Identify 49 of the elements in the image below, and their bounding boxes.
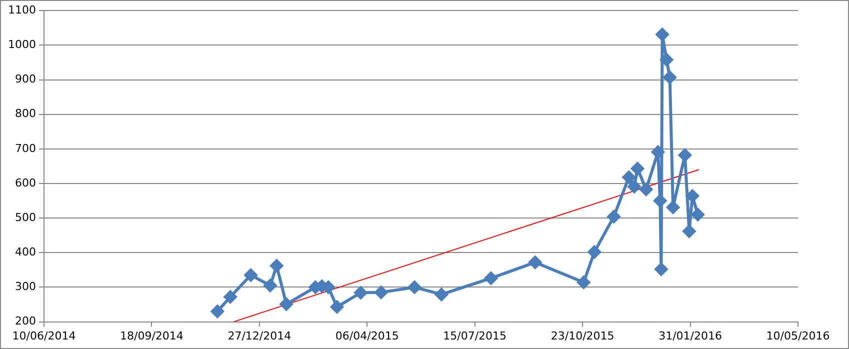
y-tick-label: 600 [14, 176, 36, 190]
point [654, 194, 667, 208]
point [588, 245, 601, 258]
y-tick-label: 200 [14, 314, 36, 328]
point [640, 182, 653, 196]
x-tick-label: 06/04/2015 [335, 329, 399, 342]
point [484, 272, 498, 285]
x-tick-label: 10/06/2014 [12, 329, 76, 342]
point [656, 28, 669, 41]
y-tick-label: 1100 [8, 3, 36, 16]
point [528, 256, 542, 269]
y-tick-label: 800 [14, 107, 36, 120]
point [660, 53, 674, 66]
point [654, 262, 668, 276]
point [663, 70, 676, 84]
point [666, 200, 680, 214]
x-tick-label: 23/10/2015 [550, 329, 614, 342]
point [264, 278, 277, 292]
point [691, 208, 704, 222]
point [224, 290, 237, 304]
x-tick-label: 18/09/2014 [120, 329, 184, 342]
point [280, 298, 293, 311]
point [270, 259, 284, 272]
point [682, 224, 696, 238]
x-tick-label: 10/05/2016 [766, 329, 830, 342]
point [210, 304, 224, 318]
point [330, 300, 344, 314]
point [374, 286, 388, 299]
x-tick-label: 31/01/2016 [658, 329, 722, 342]
y-tick-label: 700 [14, 142, 36, 155]
point [354, 286, 368, 300]
point [607, 210, 620, 224]
point [678, 148, 692, 162]
point [408, 280, 422, 294]
point [631, 162, 644, 176]
point [622, 170, 636, 184]
point [651, 146, 664, 159]
x-tick-label: 15/07/2015 [443, 329, 507, 342]
point [434, 288, 448, 301]
point [686, 189, 699, 202]
x-tick-label: 27/12/2014 [228, 329, 292, 342]
y-tick-label: 300 [14, 280, 36, 294]
y-tick-label: 500 [14, 210, 36, 224]
point [628, 180, 641, 194]
y-tick-label: 900 [14, 72, 36, 86]
y-tick-label: 400 [14, 246, 36, 259]
point [244, 268, 258, 282]
y-tick-label: 1000 [8, 38, 36, 52]
point [577, 276, 590, 289]
